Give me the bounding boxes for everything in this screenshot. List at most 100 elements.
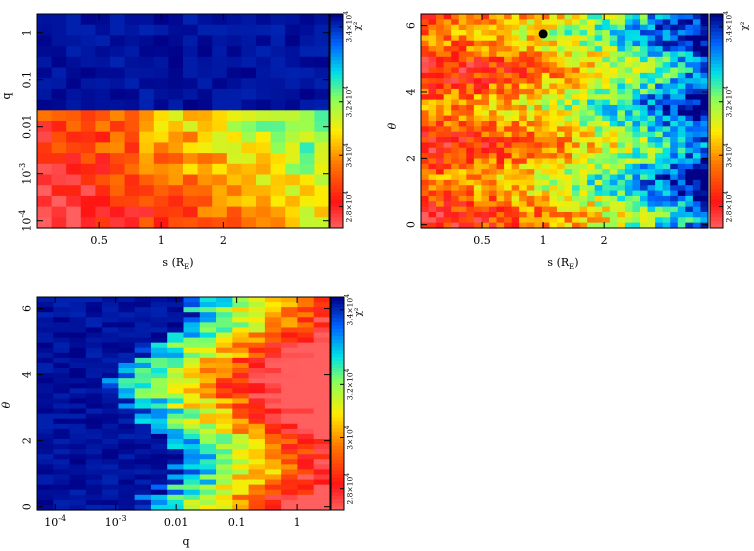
heatmap-cell (473, 195, 483, 202)
heatmap-cell (670, 222, 679, 229)
heatmap-cell (297, 418, 315, 425)
heatmap-cell (624, 30, 634, 36)
heatmap-cell (632, 206, 641, 213)
heatmap-cell (466, 217, 475, 224)
colorbar-segment (331, 506, 344, 511)
heatmap-cell (153, 206, 169, 218)
heatmap-cell (677, 78, 686, 85)
heatmap-cell (594, 30, 603, 36)
heatmap-cell (428, 217, 437, 224)
heatmap-cell (95, 67, 111, 79)
heatmap-cell (655, 201, 664, 208)
heatmap-cell (564, 163, 573, 170)
heatmap-cell (602, 195, 611, 202)
heatmap-cell (102, 403, 119, 410)
heatmap-cell (37, 388, 54, 394)
heatmap-cell (183, 142, 199, 154)
heatmap-cell (167, 469, 185, 476)
heatmap-cell (579, 137, 588, 143)
heatmap-cell (587, 158, 596, 165)
heatmap-cell (118, 337, 136, 344)
heatmap-cell (541, 142, 550, 149)
heatmap-cell (37, 142, 53, 154)
heatmap-cell (481, 121, 490, 127)
heatmap-cell (662, 126, 671, 133)
heatmap-cell (640, 153, 649, 160)
heatmap-cell (85, 347, 103, 354)
heatmap-cell (632, 169, 641, 176)
heatmap-cell (617, 158, 626, 165)
heatmap-cell (541, 217, 550, 224)
heatmap-cell (428, 62, 437, 69)
heatmap-cell (700, 211, 709, 218)
heatmap-cell (139, 142, 155, 154)
heatmap-cell (526, 72, 535, 79)
heatmap-cell (428, 83, 437, 90)
heatmap-cell (458, 19, 467, 26)
heatmap-cell (53, 302, 71, 308)
heatmap-cell (124, 142, 140, 154)
heatmap-cell (519, 137, 528, 143)
heatmap-cell (134, 504, 152, 511)
heatmap-cell (602, 115, 611, 122)
heatmap-cell (37, 312, 54, 318)
heatmap-cell (241, 78, 257, 90)
heatmap-cell (153, 195, 169, 208)
heatmap-cell (216, 469, 233, 476)
colorbar-segment (330, 38, 343, 44)
heatmap-cell (526, 158, 535, 165)
heatmap-cell (481, 174, 490, 181)
heatmap-cell (199, 327, 217, 334)
heatmap-cell (655, 35, 664, 42)
plot-frame (420, 13, 709, 229)
heatmap-cell (37, 469, 54, 476)
colorbar-segment (331, 339, 344, 344)
heatmap-cell (504, 83, 513, 90)
heatmap-cell (285, 99, 301, 111)
heatmap-cell (53, 357, 71, 364)
heatmap-cell (488, 99, 498, 106)
heatmap-cell (66, 142, 82, 154)
heatmap-cell (256, 206, 272, 218)
colorbar-segment (330, 131, 343, 136)
heatmap-cell (587, 88, 596, 95)
heatmap-cell (481, 24, 490, 31)
heatmap-cell (481, 35, 490, 42)
heatmap-cell (314, 174, 330, 186)
heatmap-cell (451, 222, 460, 229)
heatmap-cell (496, 195, 505, 202)
x-tick-label: 0.01 (164, 516, 189, 529)
heatmap-cell (670, 131, 679, 138)
heatmap-cell (436, 126, 445, 133)
heatmap-cell (519, 94, 528, 101)
heatmap-cell (281, 378, 299, 384)
heatmap-cell (458, 94, 467, 101)
colorbar-segment (330, 220, 343, 225)
heatmap-cell (519, 104, 528, 111)
heatmap-cell (134, 322, 152, 329)
heatmap-cell (632, 121, 641, 127)
heatmap-cell (134, 408, 152, 415)
heatmap-cell (640, 40, 649, 47)
colorbar-segment (710, 170, 723, 175)
heatmap-cell (150, 342, 168, 349)
heatmap-cell (655, 142, 664, 149)
heatmap-cell (212, 78, 228, 90)
heatmap-cell (685, 56, 694, 63)
heatmap-cell (466, 137, 475, 143)
heatmap-cell (488, 110, 498, 117)
heatmap-cell (541, 19, 550, 26)
heatmap-cell (37, 332, 54, 339)
heatmap-cell (519, 51, 528, 58)
heatmap-cell (168, 206, 184, 218)
heatmap-cell (69, 439, 87, 445)
colorbar-segment (331, 453, 344, 458)
heatmap-cell (564, 190, 573, 197)
heatmap-cell (572, 174, 581, 181)
heatmap-cell (313, 479, 331, 486)
heatmap-cell (134, 373, 152, 379)
heatmap-cell (692, 126, 702, 133)
heatmap-cell (609, 83, 618, 90)
colorbar-segment (330, 110, 343, 115)
heatmap-cell (118, 454, 136, 460)
